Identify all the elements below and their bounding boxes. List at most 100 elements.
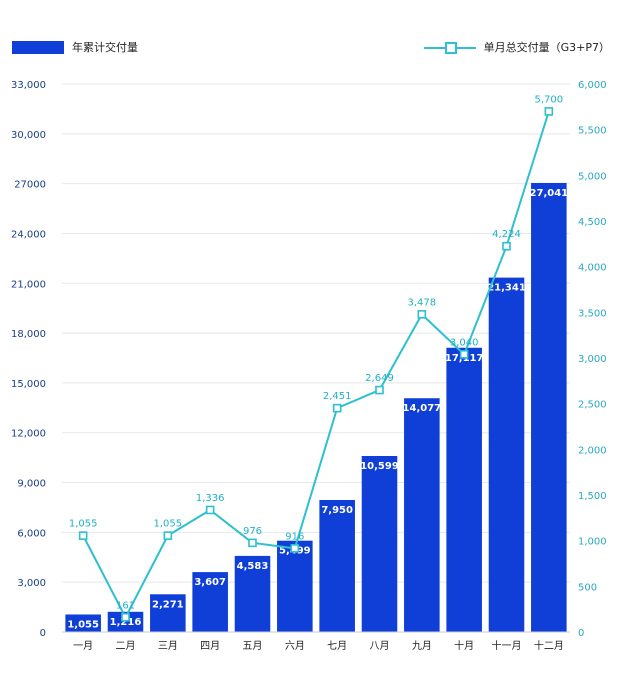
bar-series: [65, 182, 567, 633]
x-tick-label: 八月: [370, 640, 390, 652]
bar-value-label: 21,341: [487, 283, 526, 294]
line-value-label: 916: [285, 531, 304, 542]
line-point: [502, 241, 511, 251]
x-tick-label: 九月: [412, 640, 432, 652]
x-tick-label: 二月: [116, 640, 136, 652]
line-point: [78, 531, 88, 540]
line-series: [78, 107, 554, 622]
bar-value-label: 27,041: [530, 188, 569, 199]
x-tick-label: 十月: [454, 639, 474, 652]
y-left-tick-label: 6,000: [17, 528, 46, 539]
y-left-tick-label: 0: [40, 628, 46, 639]
line-value-label: 161: [116, 600, 135, 611]
legend-item-line: 单月总交付量（G3+P7）: [423, 39, 610, 55]
line-value-label: 1,055: [154, 519, 183, 530]
line-point: [417, 310, 427, 319]
line-value-label: 976: [243, 526, 262, 537]
x-tick-label: 六月: [285, 640, 305, 652]
line-point: [375, 385, 384, 395]
y-right-tick-label: 1,000: [578, 537, 607, 548]
line-point: [163, 531, 173, 540]
bar-value-label: 4,583: [237, 561, 269, 572]
y-right-tick-label: 0: [578, 628, 584, 639]
y-right-tick-label: 4,000: [578, 263, 607, 274]
line-value-label: 3,478: [408, 297, 437, 308]
legend-item-bar: 年累计交付量: [12, 39, 138, 55]
bar: [107, 611, 144, 632]
line-point: [332, 403, 342, 413]
bar: [531, 182, 567, 633]
bar-value-label: 7,950: [321, 505, 353, 516]
y-left-tick-label: 15,000: [11, 379, 46, 390]
bar-value-label: 3,607: [194, 577, 226, 588]
grid-lines: [62, 83, 570, 633]
y-right-tick-label: 1,500: [578, 491, 607, 502]
y-left-tick-label: 3,000: [17, 578, 46, 589]
y-left-tick-label: 24,000: [11, 229, 46, 240]
bar-value-label: 2,271: [152, 599, 184, 610]
y-right-tick-label: 3,000: [578, 354, 607, 365]
y-left-tick-label: 30,000: [11, 130, 46, 141]
bar: [488, 277, 525, 632]
line-value-label: 2,649: [365, 373, 394, 384]
line-value-label: 1,055: [69, 519, 98, 530]
line-point: [544, 107, 554, 116]
chart-legend: 年累计交付量 单月总交付量（G3+P7）: [0, 36, 622, 56]
line-point: [290, 544, 300, 553]
line-point: [121, 612, 130, 622]
y-right-tick-label: 5,000: [578, 171, 607, 182]
bar-value-label: 1,055: [67, 619, 99, 630]
bar: [446, 347, 482, 632]
y-left-tick-label: 27000: [14, 180, 46, 191]
line-value-label: 3,040: [450, 337, 479, 348]
x-tick-label: 四月: [200, 640, 220, 652]
bar: [361, 455, 398, 632]
bar: [150, 594, 186, 632]
y-right-tick-label: 2,500: [578, 400, 607, 411]
left-axis: 0 3,000 6,000 9,000 12,000 15,000 18,000 21,000…: [11, 80, 46, 639]
y-right-tick-label: 5,500: [578, 126, 607, 137]
legend-bar-swatch: [12, 40, 64, 54]
y-left-tick-label: 9,000: [17, 479, 46, 490]
x-tick-label: 五月: [243, 640, 263, 652]
x-tick-label: 三月: [158, 640, 178, 652]
line-value-label: 4,224: [492, 229, 521, 240]
bar: [192, 572, 228, 632]
y-right-tick-label: 500: [578, 582, 597, 593]
bar: [319, 499, 355, 632]
y-left-tick-label: 21,000: [11, 279, 46, 290]
line-point: [205, 505, 215, 515]
line-point: [459, 350, 469, 359]
y-left-tick-label: 18,000: [11, 329, 46, 340]
bar-value-label: 1,216: [110, 617, 142, 628]
legend-bar-label: 年累计交付量: [72, 41, 138, 54]
bar: [277, 540, 313, 632]
line-value-label: 2,451: [323, 391, 352, 402]
bar: [234, 555, 271, 632]
x-tick-label: 十二月: [534, 639, 564, 652]
y-left-tick-label: 33,000: [11, 80, 46, 91]
bar-value-label: 10,599: [360, 461, 399, 472]
y-left-tick-label: 12,000: [11, 429, 46, 440]
x-axis: 一月 二月 三月 四月 五月 六月 七月 八月 九月 十月 十一月 十二月: [62, 631, 570, 652]
y-right-tick-label: 4,500: [578, 217, 607, 228]
line-value-label: 5,700: [535, 94, 564, 105]
line-point: [248, 538, 257, 548]
line-path: [82, 111, 550, 620]
bar: [404, 398, 440, 632]
legend-line-label: 单月总交付量（G3+P7）: [483, 41, 610, 54]
line-value-label: 1,336: [196, 493, 225, 504]
y-right-tick-label: 3,500: [578, 308, 607, 319]
bar: [65, 614, 101, 632]
x-tick-label: 七月: [327, 640, 347, 652]
right-axis: 0 500 1,000 1,500 2,000 2,500 3,000 3,500 4,000 4…: [578, 80, 607, 639]
y-right-tick-label: 2,000: [578, 445, 607, 456]
y-right-tick-label: 6,000: [578, 80, 607, 91]
x-tick-label: 一月: [73, 640, 93, 652]
line-data-labels: 1,055 161 1,055 1,336 976 916 2,451 2,649 3,478 3…: [69, 94, 563, 611]
x-tick-label: 十一月: [492, 639, 522, 652]
bar-value-label: 14,077: [403, 403, 442, 414]
legend-line-swatch: [423, 41, 476, 54]
